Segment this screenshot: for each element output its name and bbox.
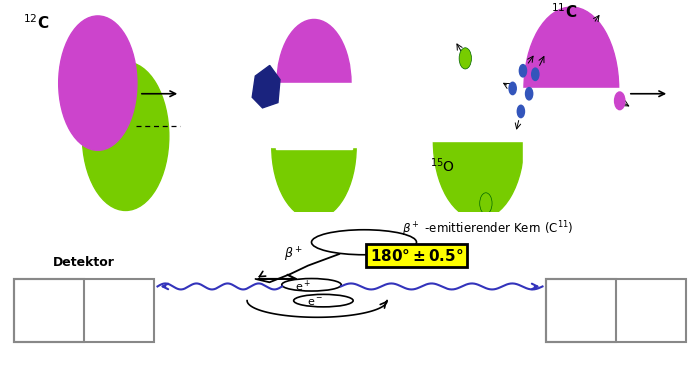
Circle shape (59, 16, 137, 150)
Text: e$^+$: e$^+$ (295, 279, 311, 294)
Text: e$^-$: e$^-$ (307, 296, 323, 307)
Bar (271, 72, 357, 147)
Bar (276, 83, 352, 149)
Circle shape (524, 7, 619, 170)
Ellipse shape (294, 294, 354, 307)
Polygon shape (252, 66, 280, 108)
Text: $^{15}$O: $^{15}$O (430, 156, 455, 175)
Circle shape (480, 193, 492, 214)
Text: $\mathbf{180° \pm 0.5°}$: $\mathbf{180° \pm 0.5°}$ (370, 247, 463, 264)
Bar (546, 279, 686, 342)
Circle shape (582, 18, 596, 42)
Circle shape (526, 88, 533, 100)
Circle shape (277, 19, 351, 147)
Bar (14, 279, 84, 342)
Ellipse shape (281, 279, 342, 291)
Circle shape (312, 230, 416, 255)
Circle shape (517, 105, 524, 117)
Text: Detektor: Detektor (53, 256, 115, 269)
Circle shape (459, 48, 472, 69)
Bar (433, 62, 525, 141)
Circle shape (615, 92, 625, 110)
Bar (14, 279, 154, 342)
Circle shape (272, 74, 356, 219)
Bar (546, 279, 616, 342)
Circle shape (433, 64, 524, 219)
Circle shape (532, 68, 539, 80)
Text: $\beta^+$ -emittierender Kern (C$^{11}$): $\beta^+$ -emittierender Kern (C$^{11}$) (402, 219, 574, 239)
Text: $\beta^+$: $\beta^+$ (284, 246, 302, 264)
Text: $^{11}$C: $^{11}$C (551, 2, 577, 21)
Circle shape (83, 62, 169, 210)
Text: $^{12}$C: $^{12}$C (23, 14, 49, 32)
Circle shape (519, 64, 526, 77)
Bar (523, 88, 620, 172)
Circle shape (509, 82, 517, 95)
